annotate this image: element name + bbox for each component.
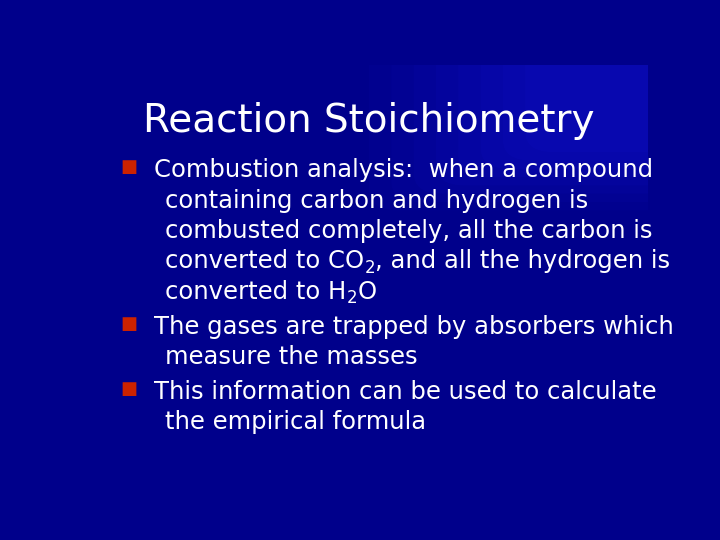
FancyBboxPatch shape [392,0,720,202]
Text: , and all the hydrogen is: , and all the hydrogen is [375,249,670,273]
Text: ■: ■ [121,315,138,333]
Text: Reaction Stoichiometry: Reaction Stoichiometry [143,102,595,140]
Text: O: O [357,280,377,304]
Text: converted to H: converted to H [166,280,346,304]
Text: measure the masses: measure the masses [166,345,418,369]
Text: 2: 2 [364,259,375,276]
Text: Combustion analysis:  when a compound: Combustion analysis: when a compound [154,158,653,183]
Text: the empirical formula: the empirical formula [166,410,426,434]
Text: The gases are trapped by absorbers which: The gases are trapped by absorbers which [154,315,674,339]
FancyBboxPatch shape [369,3,704,211]
Text: containing carbon and hydrogen is: containing carbon and hydrogen is [166,188,588,213]
Text: 2: 2 [346,289,357,307]
Text: combusted completely, all the carbon is: combusted completely, all the carbon is [166,219,653,243]
FancyBboxPatch shape [526,0,720,152]
FancyBboxPatch shape [413,0,720,194]
FancyBboxPatch shape [436,0,720,185]
Text: This information can be used to calculate: This information can be used to calculat… [154,380,657,404]
Text: ■: ■ [121,158,138,177]
Text: ■: ■ [121,380,138,398]
FancyBboxPatch shape [481,0,720,169]
FancyBboxPatch shape [459,0,720,177]
FancyBboxPatch shape [503,0,720,160]
Text: converted to CO: converted to CO [166,249,364,273]
